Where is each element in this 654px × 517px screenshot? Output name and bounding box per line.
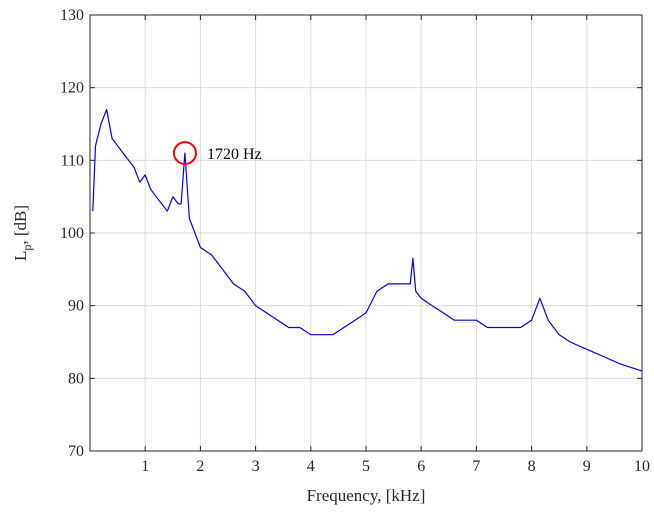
series-line: [92, 108, 643, 372]
y-tick-label: 120: [60, 80, 84, 97]
x-tick-label: 9: [583, 458, 591, 475]
x-tick-label: 7: [472, 458, 480, 475]
x-axis-label: Frequency, [kHz]: [307, 486, 426, 505]
x-tick-label: 1: [141, 458, 149, 475]
x-tick-label: 6: [417, 458, 425, 475]
ticks: 1 2 3 4 5 6 7 8 9 10 70 80 90 100 110 120 130: [60, 7, 650, 475]
annotation: 1720 Hz: [172, 141, 262, 166]
grid: [90, 15, 642, 451]
peak-annotation-label: 1720 Hz: [207, 146, 262, 163]
y-tick-label: 70: [68, 443, 84, 460]
x-tick-label: 3: [252, 458, 260, 475]
x-tick-label: 5: [362, 458, 370, 475]
y-axis-label-sub: p: [20, 245, 34, 251]
x-tick-label: 8: [528, 458, 536, 475]
y-axis-label: Lp, [dB]: [11, 205, 34, 261]
x-tick-label: 4: [307, 458, 315, 475]
y-tick-label: 80: [68, 370, 84, 387]
x-tick-label: 2: [196, 458, 204, 475]
y-axis-label-rest: , [dB]: [11, 205, 30, 245]
y-tick-label: 100: [60, 225, 84, 242]
y-tick-label: 130: [60, 7, 84, 24]
peak-marker-circle: [172, 141, 197, 166]
y-axis-label-main: L: [11, 251, 30, 261]
x-tick-label: 10: [634, 458, 650, 475]
series-group: [92, 108, 643, 372]
y-tick-label: 110: [61, 152, 84, 169]
y-tick-label: 90: [68, 298, 84, 315]
